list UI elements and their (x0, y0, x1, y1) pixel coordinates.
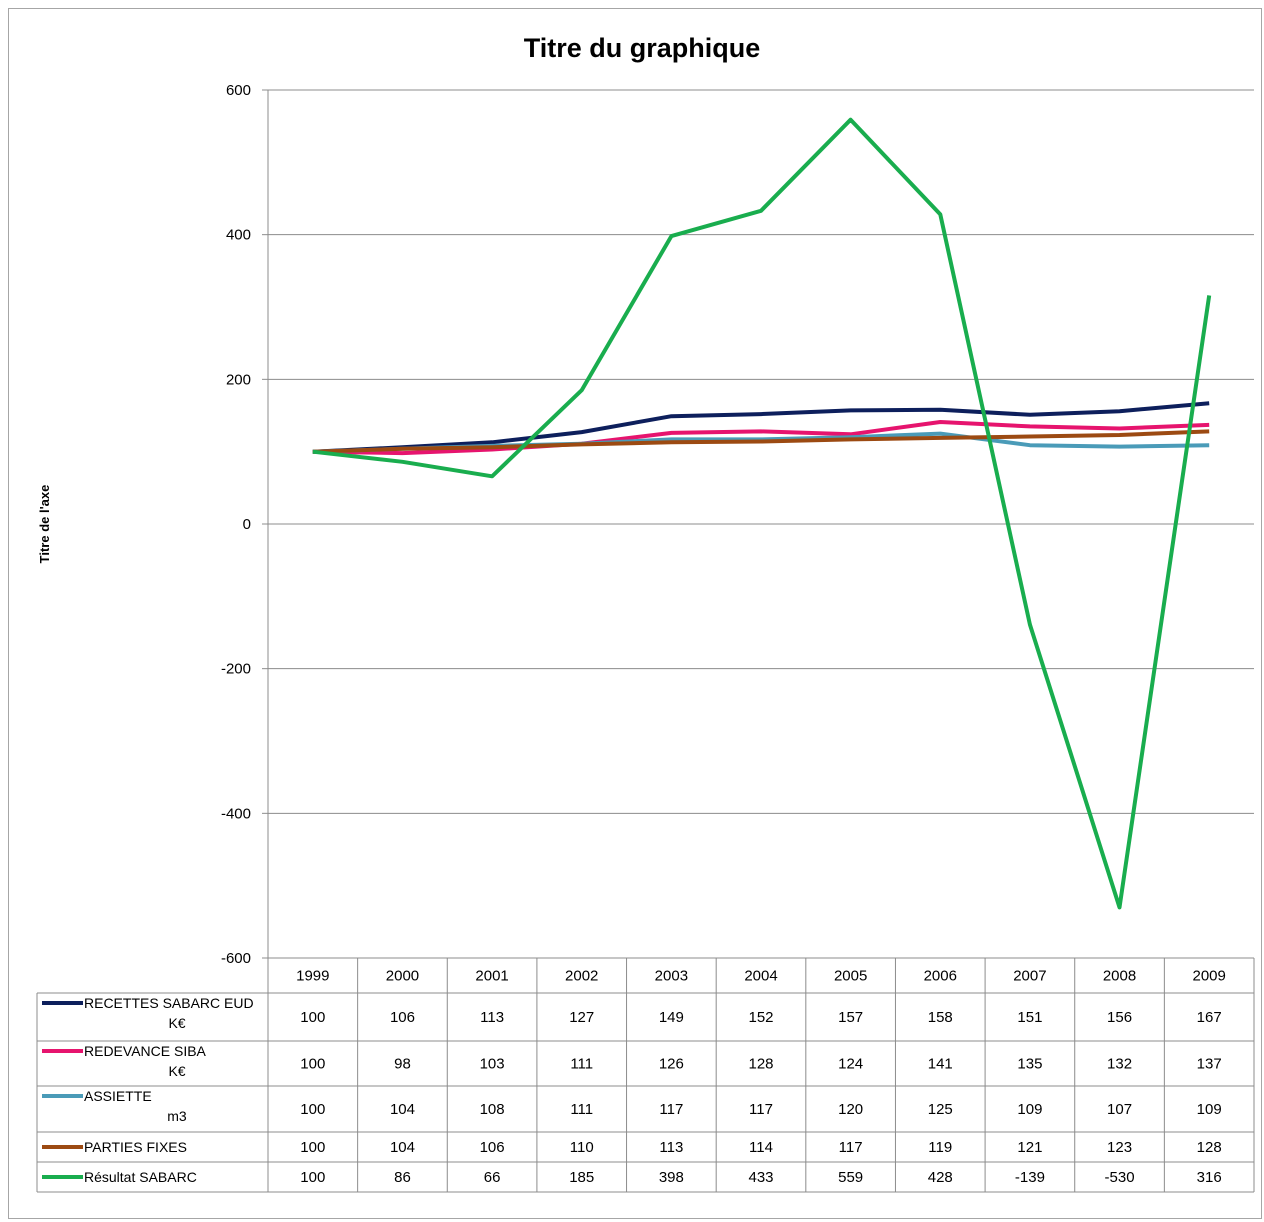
table-cell-value: 109 (1197, 1101, 1222, 1118)
table-cell-value: 114 (749, 1139, 773, 1156)
table-cell-value: 167 (1197, 1009, 1222, 1026)
table-cell-value: 158 (928, 1009, 953, 1026)
series-line (312, 401, 1210, 454)
x-tick-label: 2003 (655, 968, 688, 985)
table-cell-value: 398 (659, 1169, 684, 1186)
table-cell-value: 86 (394, 1169, 411, 1186)
legend-label: REDEVANCE SIBA (84, 1043, 207, 1059)
table-cell-value: 157 (838, 1009, 863, 1026)
table-cell-value: -139 (1015, 1169, 1045, 1186)
table-cell-value: 98 (394, 1056, 411, 1073)
table-cell-value: 152 (748, 1009, 773, 1026)
y-tick-labels: 600 400 200 0 -200 -400 -600 (221, 82, 251, 967)
data-table: 1999 2000 2001 2002 2003 2004 2005 2006 2007 2008… (36, 957, 1255, 1193)
x-tick-label: 2004 (744, 968, 777, 985)
series-line (312, 117, 1212, 910)
y-axis-title: Titre de l'axe (37, 485, 52, 564)
table-cell-value: 113 (659, 1139, 683, 1156)
table-cell-value: -530 (1105, 1169, 1135, 1186)
y-tick-label: 200 (226, 371, 251, 388)
y-tick-label: -400 (221, 805, 251, 822)
table-cell-value: 109 (1017, 1101, 1042, 1118)
chart-frame (8, 8, 1262, 1219)
table-cell-value: 100 (300, 1139, 325, 1156)
x-tick-label: 2009 (1192, 968, 1225, 985)
legend-label: RECETTES SABARC EUD (84, 995, 254, 1011)
table-cell-value: 117 (749, 1101, 773, 1118)
y-tick-label: -600 (221, 950, 251, 967)
table-cell-value: 111 (570, 1101, 593, 1118)
series-line (312, 429, 1210, 454)
series-line (312, 420, 1210, 456)
x-tick-label: 2007 (1013, 968, 1046, 985)
table-cell-value: 100 (300, 1169, 325, 1186)
table-cell-value: 141 (928, 1056, 953, 1073)
x-tick-label: 2000 (386, 968, 419, 985)
y-tick-label: 600 (226, 82, 251, 99)
table-cell-value: 132 (1107, 1056, 1132, 1073)
table-cell-value: 107 (1107, 1101, 1132, 1118)
table-cell-value: 124 (838, 1056, 863, 1073)
table-cell-value: 104 (390, 1101, 415, 1118)
table-cell-value: 100 (300, 1009, 325, 1026)
table-cell-value: 108 (480, 1101, 505, 1118)
table-cell-value: 151 (1017, 1009, 1042, 1026)
legend-label-line2: K€ (168, 1015, 185, 1031)
table-cell-value: 149 (659, 1009, 684, 1026)
legend-label-line2: m3 (167, 1108, 187, 1124)
legend-label: Résultat SABARC (84, 1169, 197, 1185)
table-cell-value: 66 (484, 1169, 501, 1186)
table-cell-value: 135 (1017, 1056, 1042, 1073)
table-cell-value: 104 (390, 1139, 415, 1156)
table-cell-value: 100 (300, 1056, 325, 1073)
y-tick-label: 400 (226, 227, 251, 244)
table-cell-value: 103 (480, 1056, 505, 1073)
table-cell-value: 119 (928, 1139, 952, 1156)
table-cell-value: 117 (839, 1139, 863, 1156)
table-cell-value: 120 (838, 1101, 863, 1118)
table-cell-value: 156 (1107, 1009, 1132, 1026)
table-cell-value: 113 (480, 1009, 504, 1026)
table-cell-value: 123 (1107, 1139, 1132, 1156)
x-tick-label: 2005 (834, 968, 867, 985)
y-tick-label: 0 (243, 516, 251, 533)
x-tick-label: 2001 (475, 968, 508, 985)
chart-title: Titre du graphique (524, 33, 761, 63)
legend-label: PARTIES FIXES (84, 1139, 187, 1155)
table-cell-value: 110 (570, 1139, 594, 1156)
table-cell-value: 111 (570, 1056, 593, 1073)
table-cell-value: 185 (569, 1169, 594, 1186)
table-cell-value: 125 (928, 1101, 953, 1118)
x-tick-label: 1999 (296, 968, 329, 985)
table-cell-value: 117 (659, 1101, 683, 1118)
table-cell-value: 127 (569, 1009, 594, 1026)
x-tick-label: 2002 (565, 968, 598, 985)
table-cell-value: 428 (928, 1169, 953, 1186)
table-cell-value: 316 (1197, 1169, 1222, 1186)
table-cell-value: 559 (838, 1169, 863, 1186)
y-tick-label: -200 (221, 661, 251, 678)
table-cell-value: 106 (480, 1139, 505, 1156)
table-cell-value: 100 (300, 1101, 325, 1118)
table-cell-value: 137 (1197, 1056, 1222, 1073)
table-cell-value: 128 (1197, 1139, 1222, 1156)
x-tick-label: 2006 (924, 968, 957, 985)
table-cell-value: 121 (1017, 1139, 1042, 1156)
series-lines (312, 117, 1212, 910)
legend-label: ASSIETTE (84, 1088, 152, 1104)
gridlines (262, 89, 1254, 959)
legend-label-line2: K€ (168, 1063, 185, 1079)
table-cell-value: 433 (748, 1169, 773, 1186)
table-cell-value: 126 (659, 1056, 684, 1073)
table-cell-value: 106 (390, 1009, 415, 1026)
table-cell-value: 128 (748, 1056, 773, 1073)
x-tick-label: 2008 (1103, 968, 1136, 985)
